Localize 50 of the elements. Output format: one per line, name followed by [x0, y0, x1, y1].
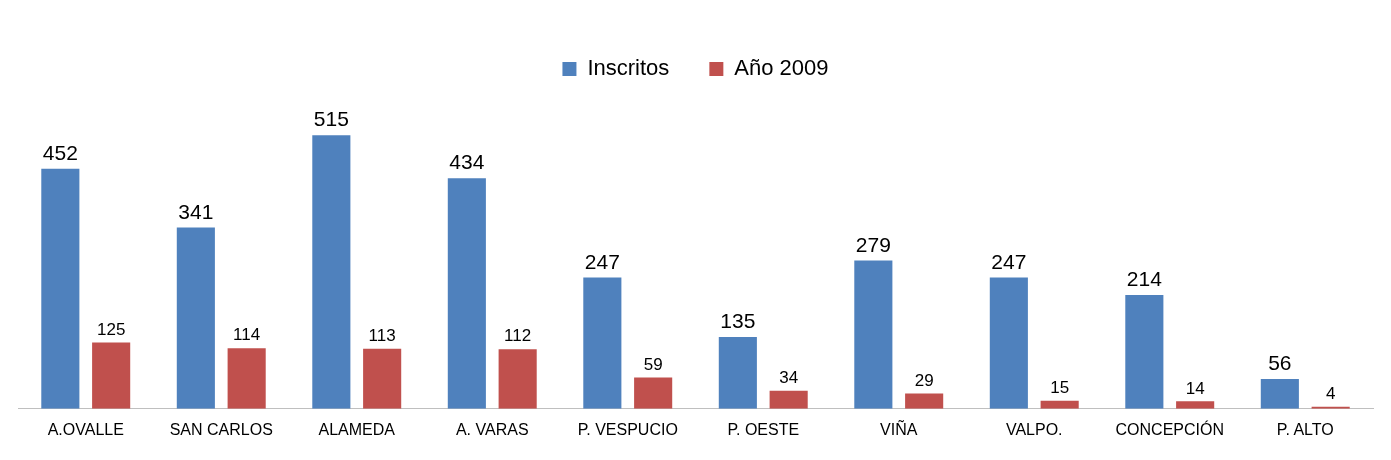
x-tick-label: P. VESPUCIO: [577, 420, 678, 438]
x-tick-label: P. OESTE: [727, 420, 800, 438]
bar: [92, 342, 131, 409]
data-label: 247: [584, 249, 620, 273]
data-label: 125: [96, 319, 126, 339]
bar: [312, 135, 351, 409]
bar: [989, 277, 1028, 409]
bar: [634, 377, 673, 409]
bar: [498, 349, 537, 409]
legend-label: Inscritos: [587, 55, 670, 81]
bar: [854, 260, 893, 409]
data-label: 247: [991, 249, 1027, 273]
data-label: 15: [1050, 378, 1070, 398]
data-label: 114: [233, 325, 261, 345]
bar: [41, 168, 80, 409]
x-tick-label: A.OVALLE: [47, 420, 124, 438]
bar: [1125, 295, 1164, 409]
bar: [1176, 401, 1215, 409]
x-tick-label: ALAMEDA: [318, 420, 396, 438]
bar: [363, 348, 402, 409]
data-label: 113: [368, 325, 396, 345]
data-label: 341: [178, 199, 214, 223]
x-tick-label: VALPO.: [1005, 420, 1063, 438]
bar: [718, 337, 757, 409]
bar: [227, 348, 266, 409]
data-label: 452: [42, 140, 78, 164]
data-label: 112: [504, 326, 532, 346]
data-label: 59: [643, 354, 663, 374]
legend-label: Año 2009: [734, 55, 829, 81]
bar: [1260, 379, 1299, 409]
data-label: 29: [914, 370, 934, 390]
bar: [583, 277, 622, 409]
data-label: 34: [779, 367, 799, 387]
x-tick-label: A. VARAS: [455, 420, 529, 438]
x-tick-label: CONCEPCIÓN: [1115, 419, 1224, 438]
x-tick-label: VIÑA: [880, 418, 918, 438]
x-tick-label: SAN CARLOS: [169, 420, 273, 438]
data-label: 14: [1185, 378, 1205, 398]
data-label: 279: [855, 232, 891, 256]
data-label: 515: [313, 107, 349, 131]
data-label: 56: [1268, 351, 1292, 375]
bar: [769, 390, 808, 409]
data-label: 4: [1325, 383, 1336, 403]
x-tick-label: P. ALTO: [1276, 420, 1334, 438]
bar: [447, 178, 486, 409]
data-label: 214: [1126, 267, 1163, 291]
bar: [905, 393, 944, 409]
data-label: 434: [449, 150, 485, 174]
bar: [176, 227, 215, 409]
data-label: 135: [720, 309, 756, 333]
